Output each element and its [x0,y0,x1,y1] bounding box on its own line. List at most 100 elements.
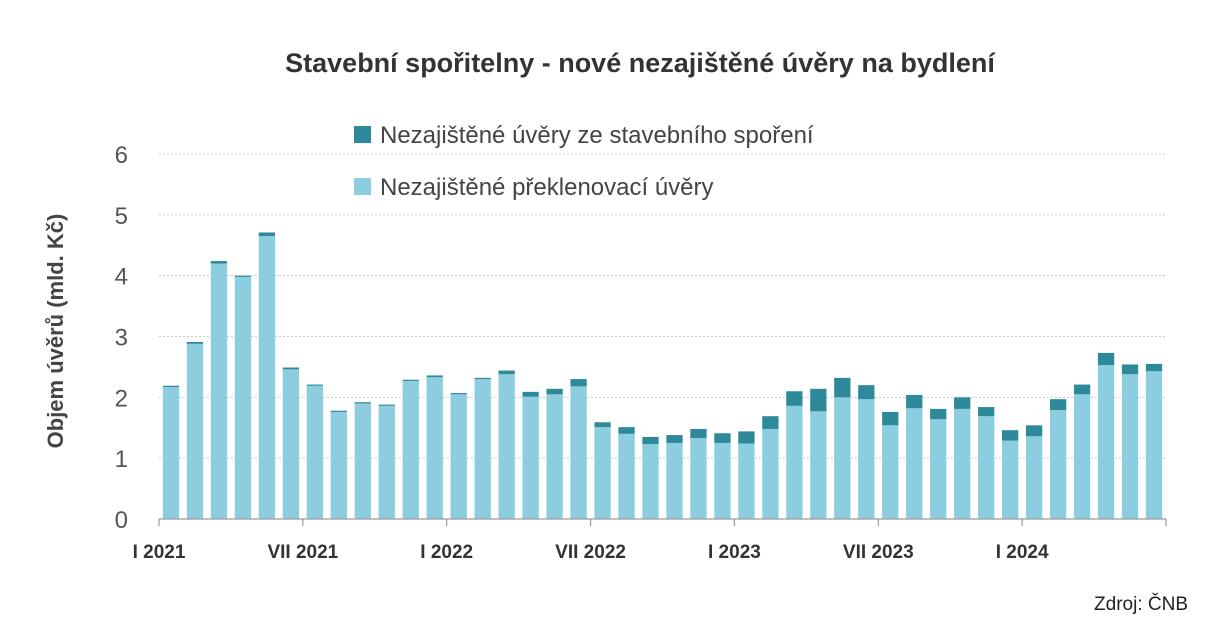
bar-preklenovaci [1073,394,1091,519]
bar-preklenovaci [570,386,587,519]
y-tick-label: 2 [115,385,128,412]
bar-preklenovaci [1097,365,1115,519]
bar-stavebni-sporeni [330,410,347,412]
bar-stavebni-sporeni [258,232,276,237]
bar-preklenovaci [1002,440,1019,519]
bar-preklenovaci [690,438,707,519]
x-tick-label: I 2024 [996,542,1049,563]
bar-preklenovaci [306,385,323,519]
bar-stavebni-sporeni [1097,352,1115,366]
bar-stavebni-sporeni [186,341,204,344]
bar-stavebni-sporeni [402,379,419,381]
bar-stavebni-sporeni [426,375,443,378]
bar-preklenovaci [546,394,563,519]
bar-preklenovaci [522,396,539,519]
bar-preklenovaci [378,405,395,519]
x-axis-ticks: I 2021 VII 2021 I 2022 VII 2022 I 2023 VII 20… [133,519,1167,563]
bar-stavebni-sporeni [594,422,611,428]
legend-swatch-preklenovaci [354,178,371,195]
y-tick-label: 6 [115,142,128,169]
bar-preklenovaci [186,343,204,519]
bar-stavebni-sporeni [450,393,467,395]
x-tick-label: I 2022 [420,542,473,563]
legend: Nezajištěné úvěry ze stavebního spoření … [354,122,814,201]
bars [162,232,1163,520]
bar-preklenovaci [786,405,803,519]
bar-preklenovaci [618,433,635,519]
bar-stavebni-sporeni [522,391,539,397]
bar-stavebni-sporeni [954,397,971,409]
bar-stavebni-sporeni [930,408,947,420]
bar-preklenovaci [834,397,851,519]
bar-preklenovaci [714,442,731,519]
bar-stavebni-sporeni [834,377,851,398]
x-tick-label: I 2021 [133,542,186,563]
y-axis-ticks: 0 1 2 3 4 5 6 [115,142,128,534]
bar-stavebni-sporeni [210,261,228,264]
bar-stavebni-sporeni [1049,399,1067,411]
bar-preklenovaci [474,379,491,519]
bar-preklenovaci [810,411,827,519]
bar-preklenovaci [594,427,611,519]
bar-preklenovaci [930,419,947,519]
source-note: Zdroj: ČNB [1094,593,1188,615]
bar-stavebni-sporeni [234,275,252,277]
y-tick-label: 0 [115,507,128,534]
bar-stavebni-sporeni [642,436,659,445]
bar-stavebni-sporeni [714,433,731,443]
bar-preklenovaci [1049,410,1067,519]
y-tick-label: 3 [115,325,128,352]
bar-preklenovaci [498,374,515,519]
bar-stavebni-sporeni [162,385,180,387]
bar-stavebni-sporeni [546,388,563,395]
bar-preklenovaci [978,416,995,519]
legend-label-stavebni-sporeni: Nezajištěné úvěry ze stavebního spoření [380,122,814,149]
bar-preklenovaci [402,380,419,519]
bar-stavebni-sporeni [354,402,371,404]
bar-preklenovaci [762,428,779,519]
y-axis-label: Objem úvěrů (mld. Kč) [43,214,68,449]
bar-stavebni-sporeni [882,411,899,426]
bar-preklenovaci [426,377,443,519]
chart-title: Stavební spořitelny - nové nezajištěné ú… [285,48,996,78]
bar-preklenovaci [738,443,755,519]
x-tick-label: VII 2022 [555,542,626,563]
bar-stavebni-sporeni [858,385,875,400]
bar-preklenovaci [282,369,300,519]
x-tick-label: VII 2021 [267,542,338,563]
bar-stavebni-sporeni [1145,363,1163,372]
bar-stavebni-sporeni [498,370,515,375]
y-tick-label: 1 [115,446,128,473]
bar-stavebni-sporeni [762,416,779,429]
bar-stavebni-sporeni [738,431,755,444]
bar-preklenovaci [210,263,228,519]
bar-stavebni-sporeni [978,407,995,417]
bar-stavebni-sporeni [1025,425,1043,437]
bar-stavebni-sporeni [1002,430,1019,441]
bar-preklenovaci [330,411,347,519]
bar-stavebni-sporeni [570,379,587,387]
bar-preklenovaci [162,386,180,519]
bar-preklenovaci [642,444,659,519]
bar-stavebni-sporeni [666,435,683,443]
legend-label-preklenovaci: Nezajištěné překlenovací úvěry [380,174,714,201]
bar-preklenovaci [954,408,971,519]
x-tick-label: VII 2023 [843,542,914,563]
bar-stavebni-sporeni [618,427,635,434]
bar-stavebni-sporeni [810,388,827,412]
bar-stavebni-sporeni [474,377,491,380]
y-tick-label: 5 [115,203,128,230]
x-tick-label: I 2023 [708,542,761,563]
bar-stavebni-sporeni [378,404,395,406]
bar-stavebni-sporeni [306,384,323,386]
bar-preklenovaci [234,276,252,519]
bar-preklenovaci [1121,374,1139,519]
bar-stavebni-sporeni [1073,384,1091,395]
bar-preklenovaci [354,403,371,519]
bar-stavebni-sporeni [282,367,300,370]
bar-stavebni-sporeni [1121,364,1139,375]
bar-preklenovaci [906,408,923,519]
bar-preklenovaci [882,425,899,519]
